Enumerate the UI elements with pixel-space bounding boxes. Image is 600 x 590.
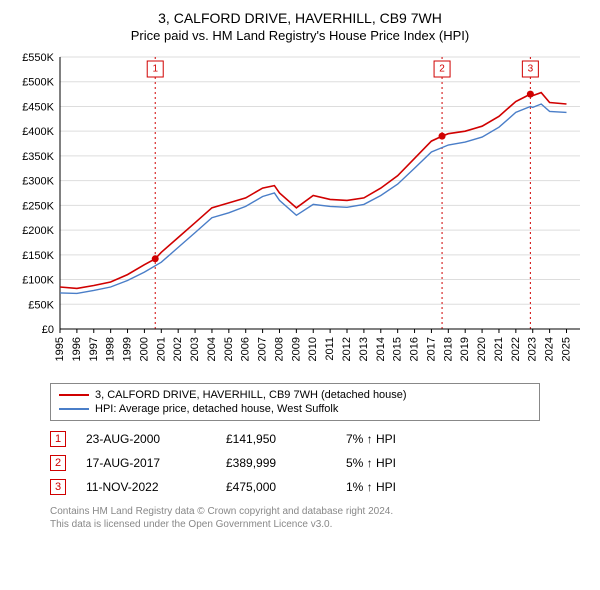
svg-text:2002: 2002 [172,337,184,361]
title-address: 3, CALFORD DRIVE, HAVERHILL, CB9 7WH [10,10,590,26]
svg-text:£350K: £350K [22,151,54,163]
svg-text:1997: 1997 [88,337,100,361]
svg-text:£550K: £550K [22,52,54,64]
svg-text:2021: 2021 [493,337,505,361]
event-date: 11-NOV-2022 [86,480,226,494]
event-marker: 2 [50,455,66,471]
svg-text:2010: 2010 [307,337,319,361]
legend-label: 3, CALFORD DRIVE, HAVERHILL, CB9 7WH (de… [95,389,407,401]
event-row: 1 23-AUG-2000£141,9507% ↑ HPI [50,427,540,451]
svg-text:2003: 2003 [189,337,201,361]
svg-text:2017: 2017 [425,337,437,361]
svg-text:2011: 2011 [324,337,336,361]
svg-text:£450K: £450K [22,101,54,113]
price-chart: £0 £50K £100K £150K £200K £250K £300K £350K £400… [10,47,590,377]
svg-text:£250K: £250K [22,200,54,212]
svg-text:1999: 1999 [122,337,134,361]
svg-text:2006: 2006 [240,337,252,361]
svg-text:2001: 2001 [155,337,167,361]
svg-text:£300K: £300K [22,176,54,188]
svg-text:2: 2 [439,64,445,75]
svg-text:1998: 1998 [105,337,117,361]
legend-label: HPI: Average price, detached house, West… [95,403,338,415]
svg-text:2024: 2024 [544,337,556,361]
event-pct: 5% ↑ HPI [346,456,446,470]
footer-attribution: Contains HM Land Registry data © Crown c… [50,505,540,531]
svg-text:1: 1 [152,64,158,75]
event-marker: 3 [50,479,66,495]
svg-text:2018: 2018 [442,337,454,361]
event-price: £389,999 [226,456,346,470]
svg-text:2025: 2025 [560,337,572,361]
event-marker: 1 [50,431,66,447]
legend: 3, CALFORD DRIVE, HAVERHILL, CB9 7WH (de… [50,383,540,421]
svg-text:2009: 2009 [290,337,302,361]
svg-text:2012: 2012 [341,337,353,361]
svg-text:£100K: £100K [22,275,54,287]
chart-container: 3, CALFORD DRIVE, HAVERHILL, CB9 7WH Pri… [10,10,590,531]
svg-text:2020: 2020 [476,337,488,361]
svg-text:2019: 2019 [459,337,471,361]
legend-item: HPI: Average price, detached house, West… [59,402,531,416]
svg-text:£400K: £400K [22,126,54,138]
svg-text:1996: 1996 [71,337,83,361]
svg-text:2013: 2013 [358,337,370,361]
event-row: 2 17-AUG-2017£389,9995% ↑ HPI [50,451,540,475]
event-pct: 1% ↑ HPI [346,480,446,494]
svg-text:2000: 2000 [138,337,150,361]
title-subtitle: Price paid vs. HM Land Registry's House … [10,28,590,43]
svg-text:£150K: £150K [22,250,54,262]
svg-text:2014: 2014 [375,337,387,361]
chart-area: £0 £50K £100K £150K £200K £250K £300K £350K £400… [10,47,590,377]
svg-text:2015: 2015 [392,337,404,361]
title-block: 3, CALFORD DRIVE, HAVERHILL, CB9 7WH Pri… [10,10,590,43]
svg-text:£50K: £50K [28,299,54,311]
events-table: 1 23-AUG-2000£141,9507% ↑ HPI 2 17-AUG-2017… [50,427,540,499]
event-row: 3 11-NOV-2022£475,0001% ↑ HPI [50,475,540,499]
svg-text:2005: 2005 [223,337,235,361]
svg-text:£200K: £200K [22,225,54,237]
legend-item: 3, CALFORD DRIVE, HAVERHILL, CB9 7WH (de… [59,388,531,402]
svg-text:2004: 2004 [206,337,218,361]
svg-text:1995: 1995 [54,337,66,361]
svg-text:£500K: £500K [22,77,54,89]
event-date: 23-AUG-2000 [86,432,226,446]
svg-text:£0: £0 [42,324,54,336]
svg-text:3: 3 [528,64,534,75]
event-date: 17-AUG-2017 [86,456,226,470]
footer-line2: This data is licensed under the Open Gov… [50,518,540,531]
event-pct: 7% ↑ HPI [346,432,446,446]
svg-text:2023: 2023 [527,337,539,361]
svg-text:2007: 2007 [257,337,269,361]
footer-line1: Contains HM Land Registry data © Crown c… [50,505,540,518]
event-price: £141,950 [226,432,346,446]
legend-swatch [59,394,89,396]
svg-text:2016: 2016 [409,337,421,361]
svg-text:2008: 2008 [273,337,285,361]
event-price: £475,000 [226,480,346,494]
legend-swatch [59,408,89,410]
svg-text:2022: 2022 [510,337,522,361]
